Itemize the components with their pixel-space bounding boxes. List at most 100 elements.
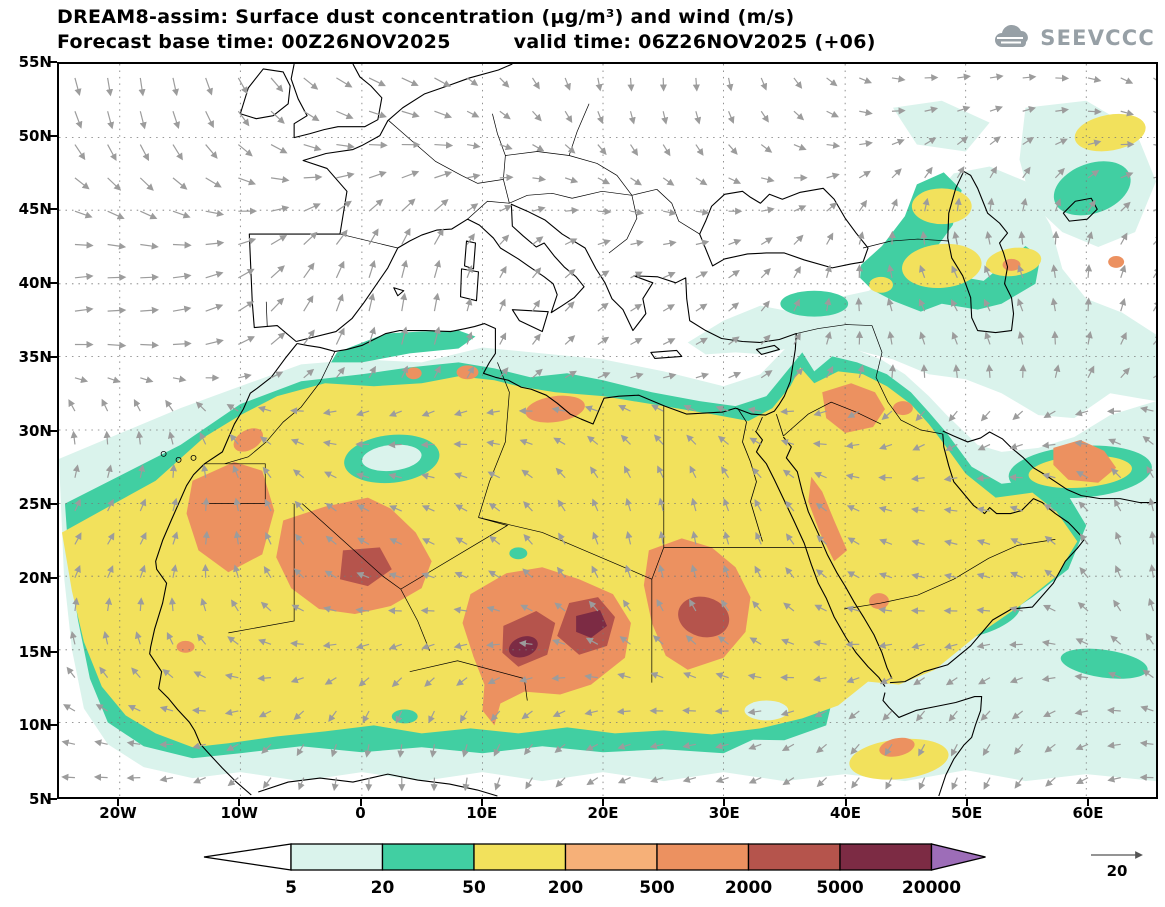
wind-arrow	[139, 144, 150, 162]
wind-arrow	[813, 639, 827, 647]
wind-arrow	[368, 326, 376, 345]
wind-arrow	[715, 672, 729, 680]
wind-arrow	[201, 464, 209, 478]
wind-arrow	[107, 273, 127, 282]
wind-arrow	[227, 636, 239, 645]
wind-arrow	[486, 439, 500, 447]
valid-time: valid time: 06Z26NOV2025 (+06)	[513, 31, 876, 53]
wind-arrow	[682, 775, 697, 783]
wind-arrow	[107, 144, 117, 162]
wind-arrow	[74, 144, 86, 161]
wind-arrow	[911, 642, 925, 650]
wind-arrow	[662, 144, 671, 157]
lat-tick	[50, 61, 57, 63]
legend-segment	[656, 843, 750, 871]
wind-arrow	[715, 405, 729, 413]
lon-label: 10W	[220, 804, 258, 822]
wind-arrow	[1148, 564, 1156, 578]
wind-arrow	[695, 239, 710, 247]
wind-arrow	[663, 372, 677, 380]
wind-arrow	[258, 638, 272, 646]
wind-arrow	[1139, 740, 1154, 748]
wind-arrow	[139, 532, 147, 545]
wind-arrow	[692, 77, 700, 92]
wind-arrow	[1106, 706, 1121, 715]
wind-arrow	[388, 643, 402, 650]
wind-arrow	[924, 137, 937, 146]
wind-arrow	[466, 173, 481, 181]
wind-arrow	[520, 604, 533, 612]
wind-arrow	[1142, 435, 1154, 445]
wind-arrow	[140, 210, 158, 220]
wind-arrow	[1076, 470, 1089, 479]
wind-arrow	[1153, 208, 1156, 212]
wind-arrow	[270, 297, 285, 312]
wind-arrow	[453, 642, 468, 650]
wind-arrow	[918, 298, 926, 312]
wind-arrow	[1013, 743, 1024, 755]
wind-arrow	[557, 499, 566, 512]
wind-arrow	[695, 337, 708, 345]
country-borders	[204, 103, 1056, 701]
wind-arrow	[355, 606, 370, 614]
wind-arrow	[924, 166, 933, 179]
wind-arrow	[167, 431, 175, 445]
legend-segment	[473, 843, 567, 871]
wind-arrow	[1086, 231, 1094, 245]
wind-arrow	[915, 410, 926, 422]
wind-arrow	[630, 239, 644, 247]
wind-arrow	[597, 208, 612, 216]
wind-arrow	[74, 532, 82, 545]
wind-arrow	[401, 77, 419, 87]
wind-arrow	[780, 407, 794, 416]
wind-arrow	[782, 469, 795, 479]
wind-arrow	[331, 777, 339, 792]
wind-arrow	[172, 177, 188, 190]
wind-arrow	[846, 605, 860, 613]
wind-arrow	[951, 265, 958, 279]
wind-arrow	[139, 564, 146, 578]
wind-arrow	[193, 776, 206, 784]
wind-arrow	[107, 210, 125, 220]
wind-arrow	[421, 410, 435, 417]
wind-arrow	[1114, 499, 1122, 512]
wind-arrow	[466, 265, 473, 279]
wind-arrow	[237, 110, 250, 127]
wind-arrow	[793, 143, 807, 151]
wind-arrow	[957, 73, 971, 81]
wind-arrow	[691, 530, 699, 545]
wind-arrow	[257, 405, 272, 413]
wind-arrow	[429, 744, 437, 758]
wind-arrow	[127, 704, 141, 712]
colorbar-legend: 5 20 50 200 500 2000 5000 20000	[203, 843, 986, 898]
wind-arrow	[101, 398, 109, 412]
wind-reference-label: 20	[1107, 862, 1128, 880]
wind-arrow	[455, 537, 468, 545]
wind-arrow	[846, 676, 860, 684]
wind-arrow	[1055, 106, 1070, 114]
wind-arrow	[233, 530, 241, 545]
wind-arrow	[781, 743, 795, 752]
wind-arrow	[74, 241, 94, 249]
wind-arrow	[356, 571, 370, 579]
wind-arrow	[226, 404, 239, 412]
wind-arrow	[878, 572, 893, 580]
wind-arrow	[891, 138, 905, 146]
wind-arrow	[434, 110, 453, 119]
wind-arrow	[816, 743, 827, 754]
wind-arrow	[259, 436, 272, 445]
wind-arrow	[171, 497, 179, 512]
wind-arrow	[619, 636, 631, 645]
wind-arrow	[597, 239, 611, 246]
wind-arrow	[657, 465, 664, 479]
wind-arrow	[722, 498, 730, 512]
wind-arrow	[270, 77, 284, 93]
wind-arrow	[1140, 705, 1154, 713]
wind-arrow	[584, 673, 598, 681]
wind-arrow	[793, 234, 804, 245]
wind-arrow	[1107, 775, 1121, 783]
dust-concentration-layer	[59, 100, 1156, 782]
wind-arrow	[192, 742, 206, 750]
wind-arrow	[760, 300, 770, 312]
wind-arrow	[358, 677, 370, 687]
